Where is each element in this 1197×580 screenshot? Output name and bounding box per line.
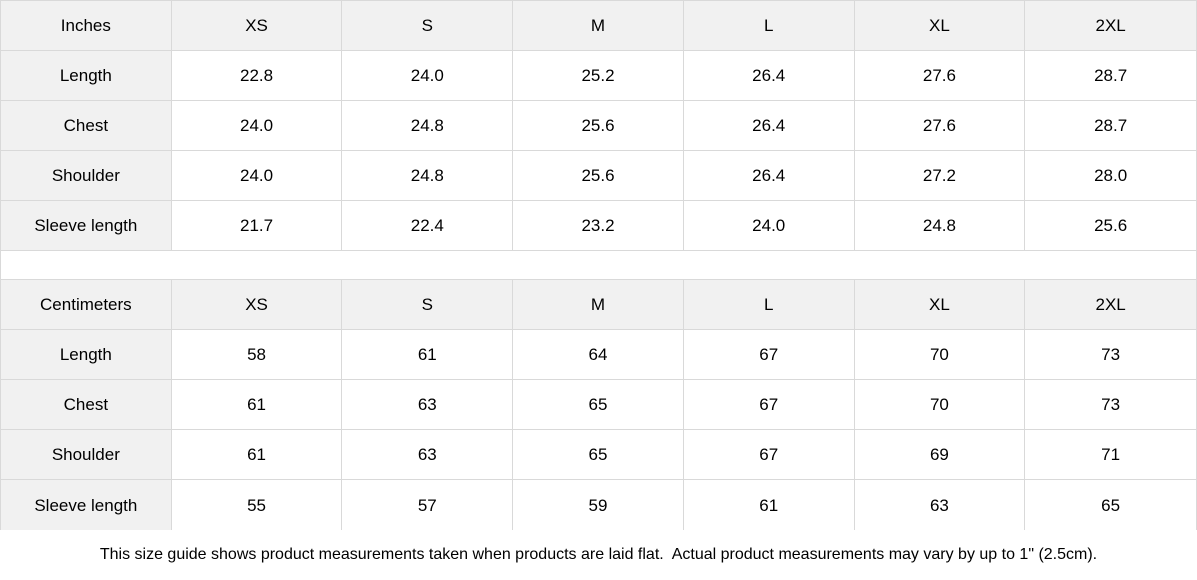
value-cell: 24.0 <box>342 51 514 100</box>
header-cell: M <box>513 1 684 50</box>
row-label-cell: Sleeve length <box>1 480 172 530</box>
header-cell: XS <box>171 280 343 329</box>
value-cell: 23.2 <box>513 201 684 250</box>
table-row: Shoulder 61 63 65 67 69 71 <box>1 430 1196 480</box>
value-cell: 63 <box>342 430 514 479</box>
row-label-cell: Length <box>1 51 172 100</box>
value-cell: 55 <box>171 480 343 530</box>
value-cell: 21.7 <box>171 201 343 250</box>
value-cell: 24.0 <box>171 151 343 200</box>
value-cell: 70 <box>854 380 1026 429</box>
header-cell: 2XL <box>1025 280 1196 329</box>
value-cell: 64 <box>513 330 684 379</box>
value-cell: 27.6 <box>854 51 1026 100</box>
value-cell: 27.2 <box>854 151 1026 200</box>
value-cell: 28.0 <box>1025 151 1196 200</box>
value-cell: 61 <box>683 480 855 530</box>
value-cell: 67 <box>683 380 855 429</box>
value-cell: 26.4 <box>683 151 855 200</box>
size-guide-table: Inches XS S M L XL 2XL Length 22.8 24.0 … <box>0 0 1197 530</box>
inches-header-row: Inches XS S M L XL 2XL <box>1 1 1196 51</box>
table-row: Length 58 61 64 67 70 73 <box>1 330 1196 380</box>
table-row: Shoulder 24.0 24.8 25.6 26.4 27.2 28.0 <box>1 151 1196 201</box>
value-cell: 73 <box>1025 330 1196 379</box>
header-cell: Centimeters <box>1 280 172 329</box>
size-guide-note: This size guide shows product measuremen… <box>0 530 1197 580</box>
value-cell: 65 <box>513 380 684 429</box>
value-cell: 24.8 <box>854 201 1026 250</box>
value-cell: 65 <box>513 430 684 479</box>
value-cell: 22.4 <box>342 201 514 250</box>
table-spacer <box>1 251 1196 280</box>
value-cell: 24.0 <box>171 101 343 150</box>
value-cell: 67 <box>683 430 855 479</box>
header-cell: L <box>683 280 855 329</box>
row-label-cell: Chest <box>1 101 172 150</box>
value-cell: 61 <box>342 330 514 379</box>
value-cell: 22.8 <box>171 51 343 100</box>
table-row: Chest 61 63 65 67 70 73 <box>1 380 1196 430</box>
value-cell: 24.0 <box>683 201 855 250</box>
value-cell: 26.4 <box>683 101 855 150</box>
header-cell: M <box>513 280 684 329</box>
row-label-cell: Sleeve length <box>1 201 172 250</box>
value-cell: 67 <box>683 330 855 379</box>
value-cell: 70 <box>854 330 1026 379</box>
value-cell: 71 <box>1025 430 1196 479</box>
value-cell: 65 <box>1025 480 1196 530</box>
header-cell: L <box>683 1 855 50</box>
value-cell: 63 <box>854 480 1026 530</box>
centimeters-header-row: Centimeters XS S M L XL 2XL <box>1 280 1196 330</box>
value-cell: 28.7 <box>1025 101 1196 150</box>
header-cell: Inches <box>1 1 172 50</box>
table-row: Sleeve length 21.7 22.4 23.2 24.0 24.8 2… <box>1 201 1196 251</box>
header-cell: XS <box>171 1 343 50</box>
header-cell: XL <box>854 1 1026 50</box>
row-label-cell: Chest <box>1 380 172 429</box>
value-cell: 63 <box>342 380 514 429</box>
value-cell: 26.4 <box>683 51 855 100</box>
table-row: Length 22.8 24.0 25.2 26.4 27.6 28.7 <box>1 51 1196 101</box>
value-cell: 28.7 <box>1025 51 1196 100</box>
value-cell: 61 <box>171 380 343 429</box>
value-cell: 24.8 <box>342 101 514 150</box>
value-cell: 73 <box>1025 380 1196 429</box>
header-cell: 2XL <box>1025 1 1196 50</box>
row-label-cell: Length <box>1 330 172 379</box>
row-label-cell: Shoulder <box>1 430 172 479</box>
value-cell: 24.8 <box>342 151 514 200</box>
value-cell: 25.2 <box>513 51 684 100</box>
header-cell: XL <box>854 280 1026 329</box>
header-cell: S <box>342 280 514 329</box>
value-cell: 25.6 <box>513 151 684 200</box>
table-row: Chest 24.0 24.8 25.6 26.4 27.6 28.7 <box>1 101 1196 151</box>
value-cell: 27.6 <box>854 101 1026 150</box>
row-label-cell: Shoulder <box>1 151 172 200</box>
value-cell: 59 <box>513 480 684 530</box>
value-cell: 69 <box>854 430 1026 479</box>
value-cell: 25.6 <box>1025 201 1196 250</box>
value-cell: 61 <box>171 430 343 479</box>
table-row: Sleeve length 55 57 59 61 63 65 <box>1 480 1196 530</box>
value-cell: 58 <box>171 330 343 379</box>
value-cell: 25.6 <box>513 101 684 150</box>
value-cell: 57 <box>342 480 514 530</box>
header-cell: S <box>342 1 514 50</box>
